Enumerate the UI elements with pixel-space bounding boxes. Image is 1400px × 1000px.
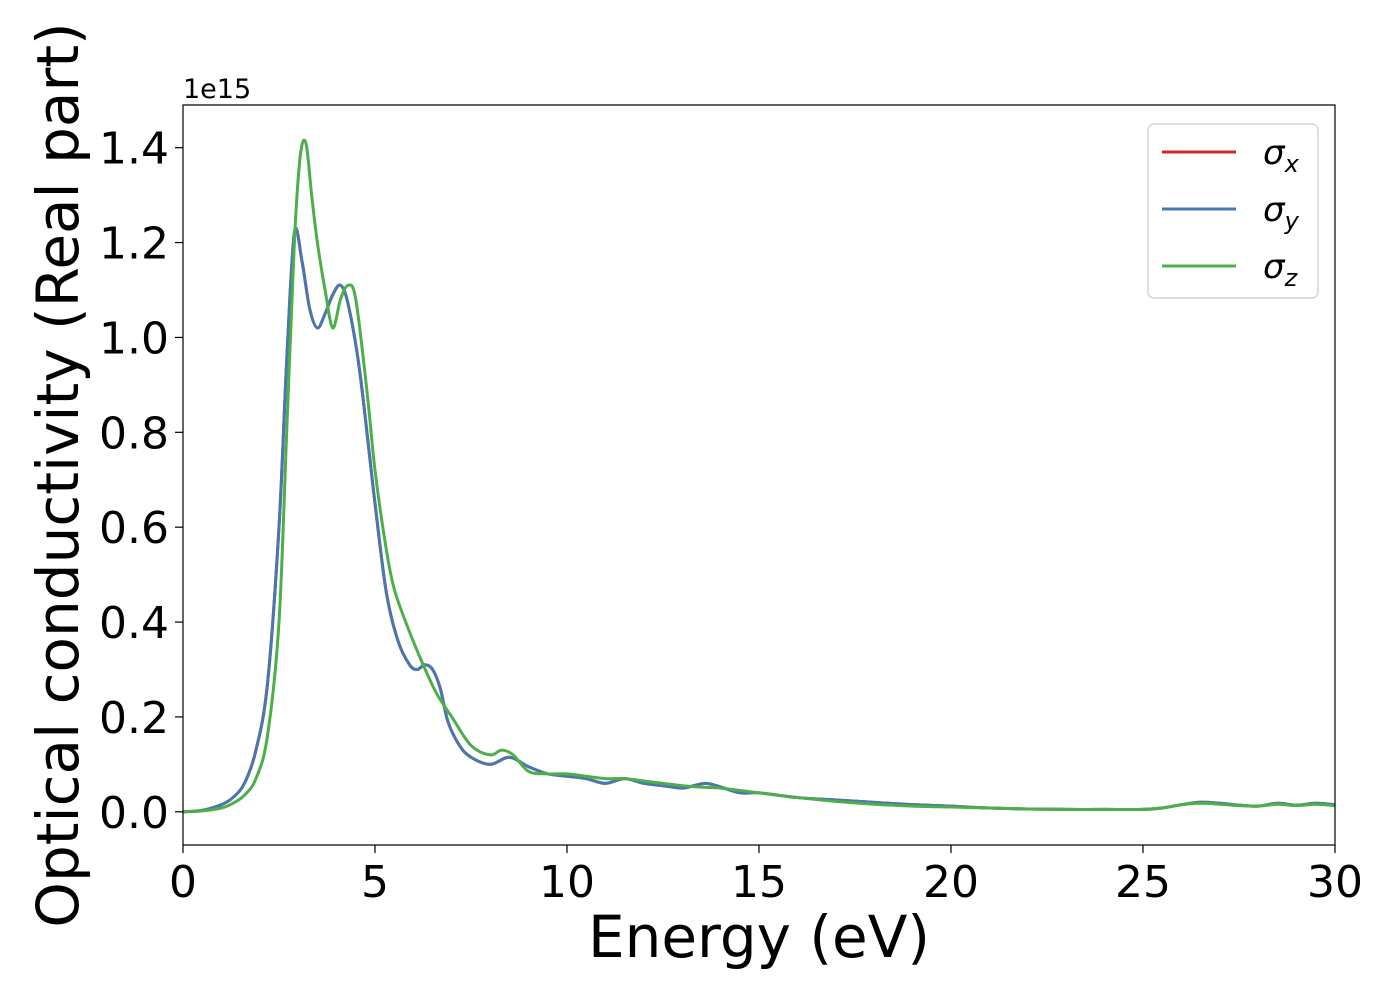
- x-tick-label: 15: [731, 857, 787, 908]
- x-tick-label: 0: [169, 857, 197, 908]
- x-tick-label: 5: [361, 857, 389, 908]
- x-tick-label: 20: [923, 857, 979, 908]
- legend: σx σy σz: [1147, 123, 1319, 299]
- legend-box: [1147, 123, 1319, 299]
- series-line-x: [183, 227, 1335, 814]
- y-tick-label: 0.8: [99, 408, 169, 459]
- y-axis-label: Optical conductivity (Real part): [24, 22, 92, 927]
- legend-label-z: σz: [1263, 247, 1299, 292]
- series-layer: [183, 138, 1335, 814]
- y-tick-label: 1.2: [99, 219, 169, 270]
- x-axis-label: Energy (eV): [588, 903, 930, 971]
- y-axis-offset-label: 1e15: [183, 74, 251, 105]
- series-line-z: [183, 138, 1335, 814]
- legend-label-y: σy: [1263, 190, 1300, 235]
- x-tick-label: 30: [1307, 857, 1363, 908]
- y-tick-label: 0.0: [99, 788, 169, 839]
- legend-label-x: σx: [1263, 133, 1300, 178]
- legend-items: σx σy σz: [1162, 133, 1300, 292]
- ticks-layer: 0 5 10 15 20 25 30 0.0 0.2 0.4 0.6 0.8 1.0 1.2 1.4: [99, 124, 1363, 908]
- y-tick-label: 0.6: [99, 503, 169, 554]
- y-tick-label: 0.4: [99, 598, 169, 649]
- y-tick-label: 0.2: [99, 693, 169, 744]
- y-tick-label: 1.0: [99, 313, 169, 364]
- x-tick-label: 10: [539, 857, 595, 908]
- y-tick-label: 1.4: [99, 124, 169, 175]
- x-tick-label: 25: [1115, 857, 1171, 908]
- series-line-y: [183, 227, 1335, 814]
